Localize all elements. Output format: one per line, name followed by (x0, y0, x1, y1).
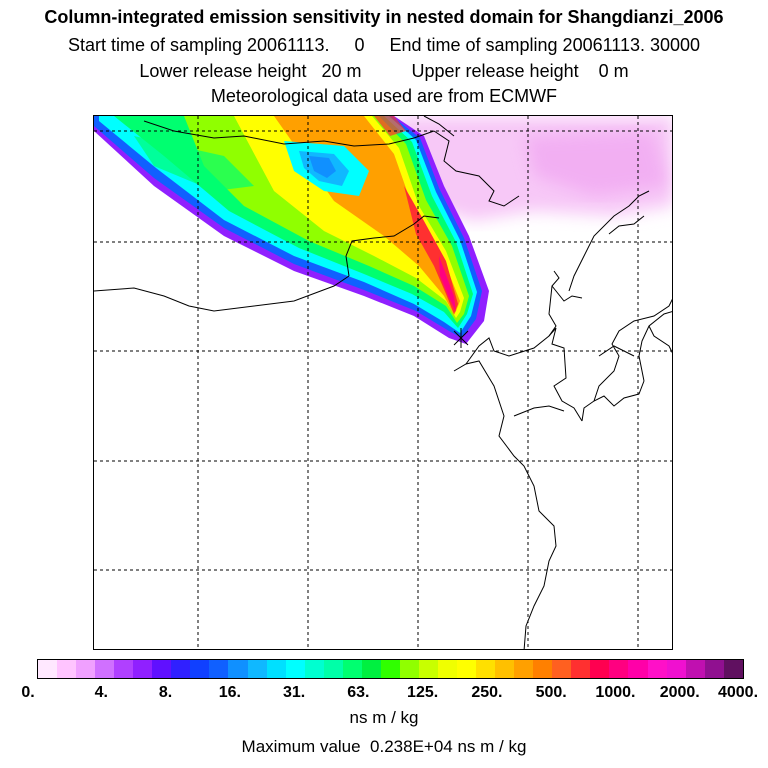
colorbar (37, 659, 744, 679)
colorbar-segment (685, 660, 705, 678)
colorbar-tick-label: 125. (407, 684, 439, 701)
colorbar-segment (209, 660, 229, 678)
colorbar-segment (114, 660, 134, 678)
colorbar-segment (133, 660, 153, 678)
colorbar-tick-label: 250. (471, 684, 503, 701)
lat-lon-grid (94, 116, 672, 649)
release-heights: Lower release height 20 m Upper release … (139, 61, 629, 81)
colorbar-segment (152, 660, 172, 678)
colorbar-tick-label: 63. (347, 684, 370, 701)
colorbar-segment (38, 660, 58, 678)
colorbar-segment (323, 660, 343, 678)
colorbar-segment (247, 660, 267, 678)
colorbar-segment (399, 660, 419, 678)
colorbar-tick-label: 0. (21, 684, 35, 701)
colorbar-ticks: 0. 4. 8. 16. 31. 63. 125. 250. 500. 1000. 2000. 400… (0, 684, 768, 706)
colorbar-tick-label: 4. (94, 684, 108, 701)
colorbar-segment (171, 660, 191, 678)
colorbar-segment (190, 660, 210, 678)
colorbar-tick-label: 1000. (595, 684, 636, 701)
colorbar-tick-label: 500. (535, 684, 567, 701)
colorbar-segment (628, 660, 648, 678)
colorbar-segment (571, 660, 591, 678)
colorbar-segment (418, 660, 438, 678)
colorbar-tick-label: 2000. (659, 684, 700, 701)
colorbar-segment (457, 660, 477, 678)
colorbar-segment (533, 660, 553, 678)
colorbar-segment (437, 660, 458, 678)
colorbar-segment (380, 660, 400, 678)
colorbar-segment (552, 660, 572, 678)
colorbar-segment (704, 660, 724, 678)
emission-plume (94, 116, 489, 344)
colorbar-segment (476, 660, 496, 678)
colorbar-segment (228, 660, 248, 678)
colorbar-segment (76, 660, 96, 678)
release-site-marker (453, 328, 469, 348)
maximum-value: Maximum value 0.238E+04 ns m / kg (241, 737, 527, 756)
colorbar-tick-label: 31. (282, 684, 306, 701)
colorbar-segment (647, 660, 667, 678)
colorbar-segment (514, 660, 534, 678)
colorbar-segment (304, 660, 324, 678)
map-panel (93, 115, 673, 650)
map-title: Column-integrated emission sensitivity i… (44, 7, 724, 27)
colorbar-segment (342, 660, 362, 678)
colorbar-segment (57, 660, 77, 678)
colorbar-segment (266, 660, 286, 678)
colorbar-tick-label: 8. (158, 684, 173, 701)
map-canvas (94, 116, 672, 649)
colorbar-segment (285, 660, 305, 678)
colorbar-tick-label: 16. (218, 684, 241, 701)
coastlines (94, 116, 672, 649)
colorbar-units: ns m / kg (349, 708, 419, 727)
colorbar-segment (495, 660, 515, 678)
colorbar-segment (666, 660, 686, 678)
colorbar-segment (590, 660, 610, 678)
plume-haze (394, 116, 672, 221)
colorbar-segment (723, 660, 743, 678)
meteo-source: Meteorological data used are from ECMWF (210, 86, 558, 106)
colorbar-segment (609, 660, 629, 678)
colorbar-tick-label: 4000. (717, 684, 759, 701)
colorbar-segment (361, 660, 381, 678)
colorbar-segment (95, 660, 115, 678)
sampling-times: Start time of sampling 20061113. 0 End t… (67, 35, 701, 55)
